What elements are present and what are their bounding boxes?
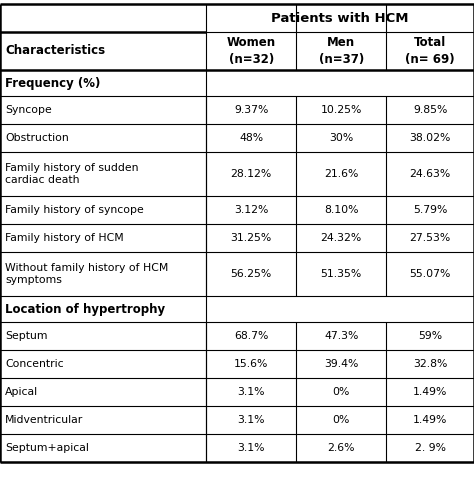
Text: Family history of HCM: Family history of HCM — [5, 233, 124, 243]
Text: 2. 9%: 2. 9% — [415, 443, 446, 453]
Text: Frequency (%): Frequency (%) — [5, 77, 100, 89]
Text: Patients with HCM: Patients with HCM — [271, 12, 409, 24]
Text: 0%: 0% — [333, 415, 350, 425]
Text: 55.07%: 55.07% — [410, 269, 451, 279]
Text: 32.8%: 32.8% — [413, 359, 447, 369]
Text: 9.37%: 9.37% — [234, 105, 268, 115]
Text: Apical: Apical — [5, 387, 38, 397]
Text: Septum+apical: Septum+apical — [5, 443, 89, 453]
Text: Midventricular: Midventricular — [5, 415, 83, 425]
Text: 24.32%: 24.32% — [320, 233, 362, 243]
Text: 1.49%: 1.49% — [413, 387, 447, 397]
Text: Location of hypertrophy: Location of hypertrophy — [5, 303, 165, 316]
Text: Men
(n=37): Men (n=37) — [319, 37, 364, 65]
Text: 27.53%: 27.53% — [410, 233, 451, 243]
Text: Without family history of HCM
symptoms: Without family history of HCM symptoms — [5, 263, 168, 285]
Text: 3.1%: 3.1% — [237, 443, 265, 453]
Text: 59%: 59% — [418, 331, 442, 341]
Text: 30%: 30% — [329, 133, 354, 143]
Text: 3.12%: 3.12% — [234, 205, 268, 215]
Text: 3.1%: 3.1% — [237, 387, 265, 397]
Text: 5.79%: 5.79% — [413, 205, 447, 215]
Text: 31.25%: 31.25% — [230, 233, 272, 243]
Text: 39.4%: 39.4% — [324, 359, 358, 369]
Text: Family history of syncope: Family history of syncope — [5, 205, 144, 215]
Text: 24.63%: 24.63% — [410, 169, 451, 179]
Text: Syncope: Syncope — [5, 105, 52, 115]
Text: 1.49%: 1.49% — [413, 415, 447, 425]
Text: 38.02%: 38.02% — [410, 133, 451, 143]
Text: 2.6%: 2.6% — [328, 443, 355, 453]
Text: 9.85%: 9.85% — [413, 105, 447, 115]
Text: Obstruction: Obstruction — [5, 133, 69, 143]
Text: 10.25%: 10.25% — [320, 105, 362, 115]
Text: Women
(n=32): Women (n=32) — [227, 37, 276, 65]
Text: Concentric: Concentric — [5, 359, 64, 369]
Text: 8.10%: 8.10% — [324, 205, 358, 215]
Text: Family history of sudden
cardiac death: Family history of sudden cardiac death — [5, 163, 138, 185]
Text: 48%: 48% — [239, 133, 263, 143]
Text: 56.25%: 56.25% — [230, 269, 272, 279]
Text: Total
(n= 69): Total (n= 69) — [405, 37, 455, 65]
Text: 15.6%: 15.6% — [234, 359, 268, 369]
Text: 3.1%: 3.1% — [237, 415, 265, 425]
Text: Septum: Septum — [5, 331, 47, 341]
Text: 28.12%: 28.12% — [230, 169, 272, 179]
Text: 68.7%: 68.7% — [234, 331, 268, 341]
Text: 0%: 0% — [333, 387, 350, 397]
Text: 51.35%: 51.35% — [320, 269, 362, 279]
Text: 47.3%: 47.3% — [324, 331, 358, 341]
Text: Characteristics: Characteristics — [5, 44, 105, 58]
Text: 21.6%: 21.6% — [324, 169, 358, 179]
